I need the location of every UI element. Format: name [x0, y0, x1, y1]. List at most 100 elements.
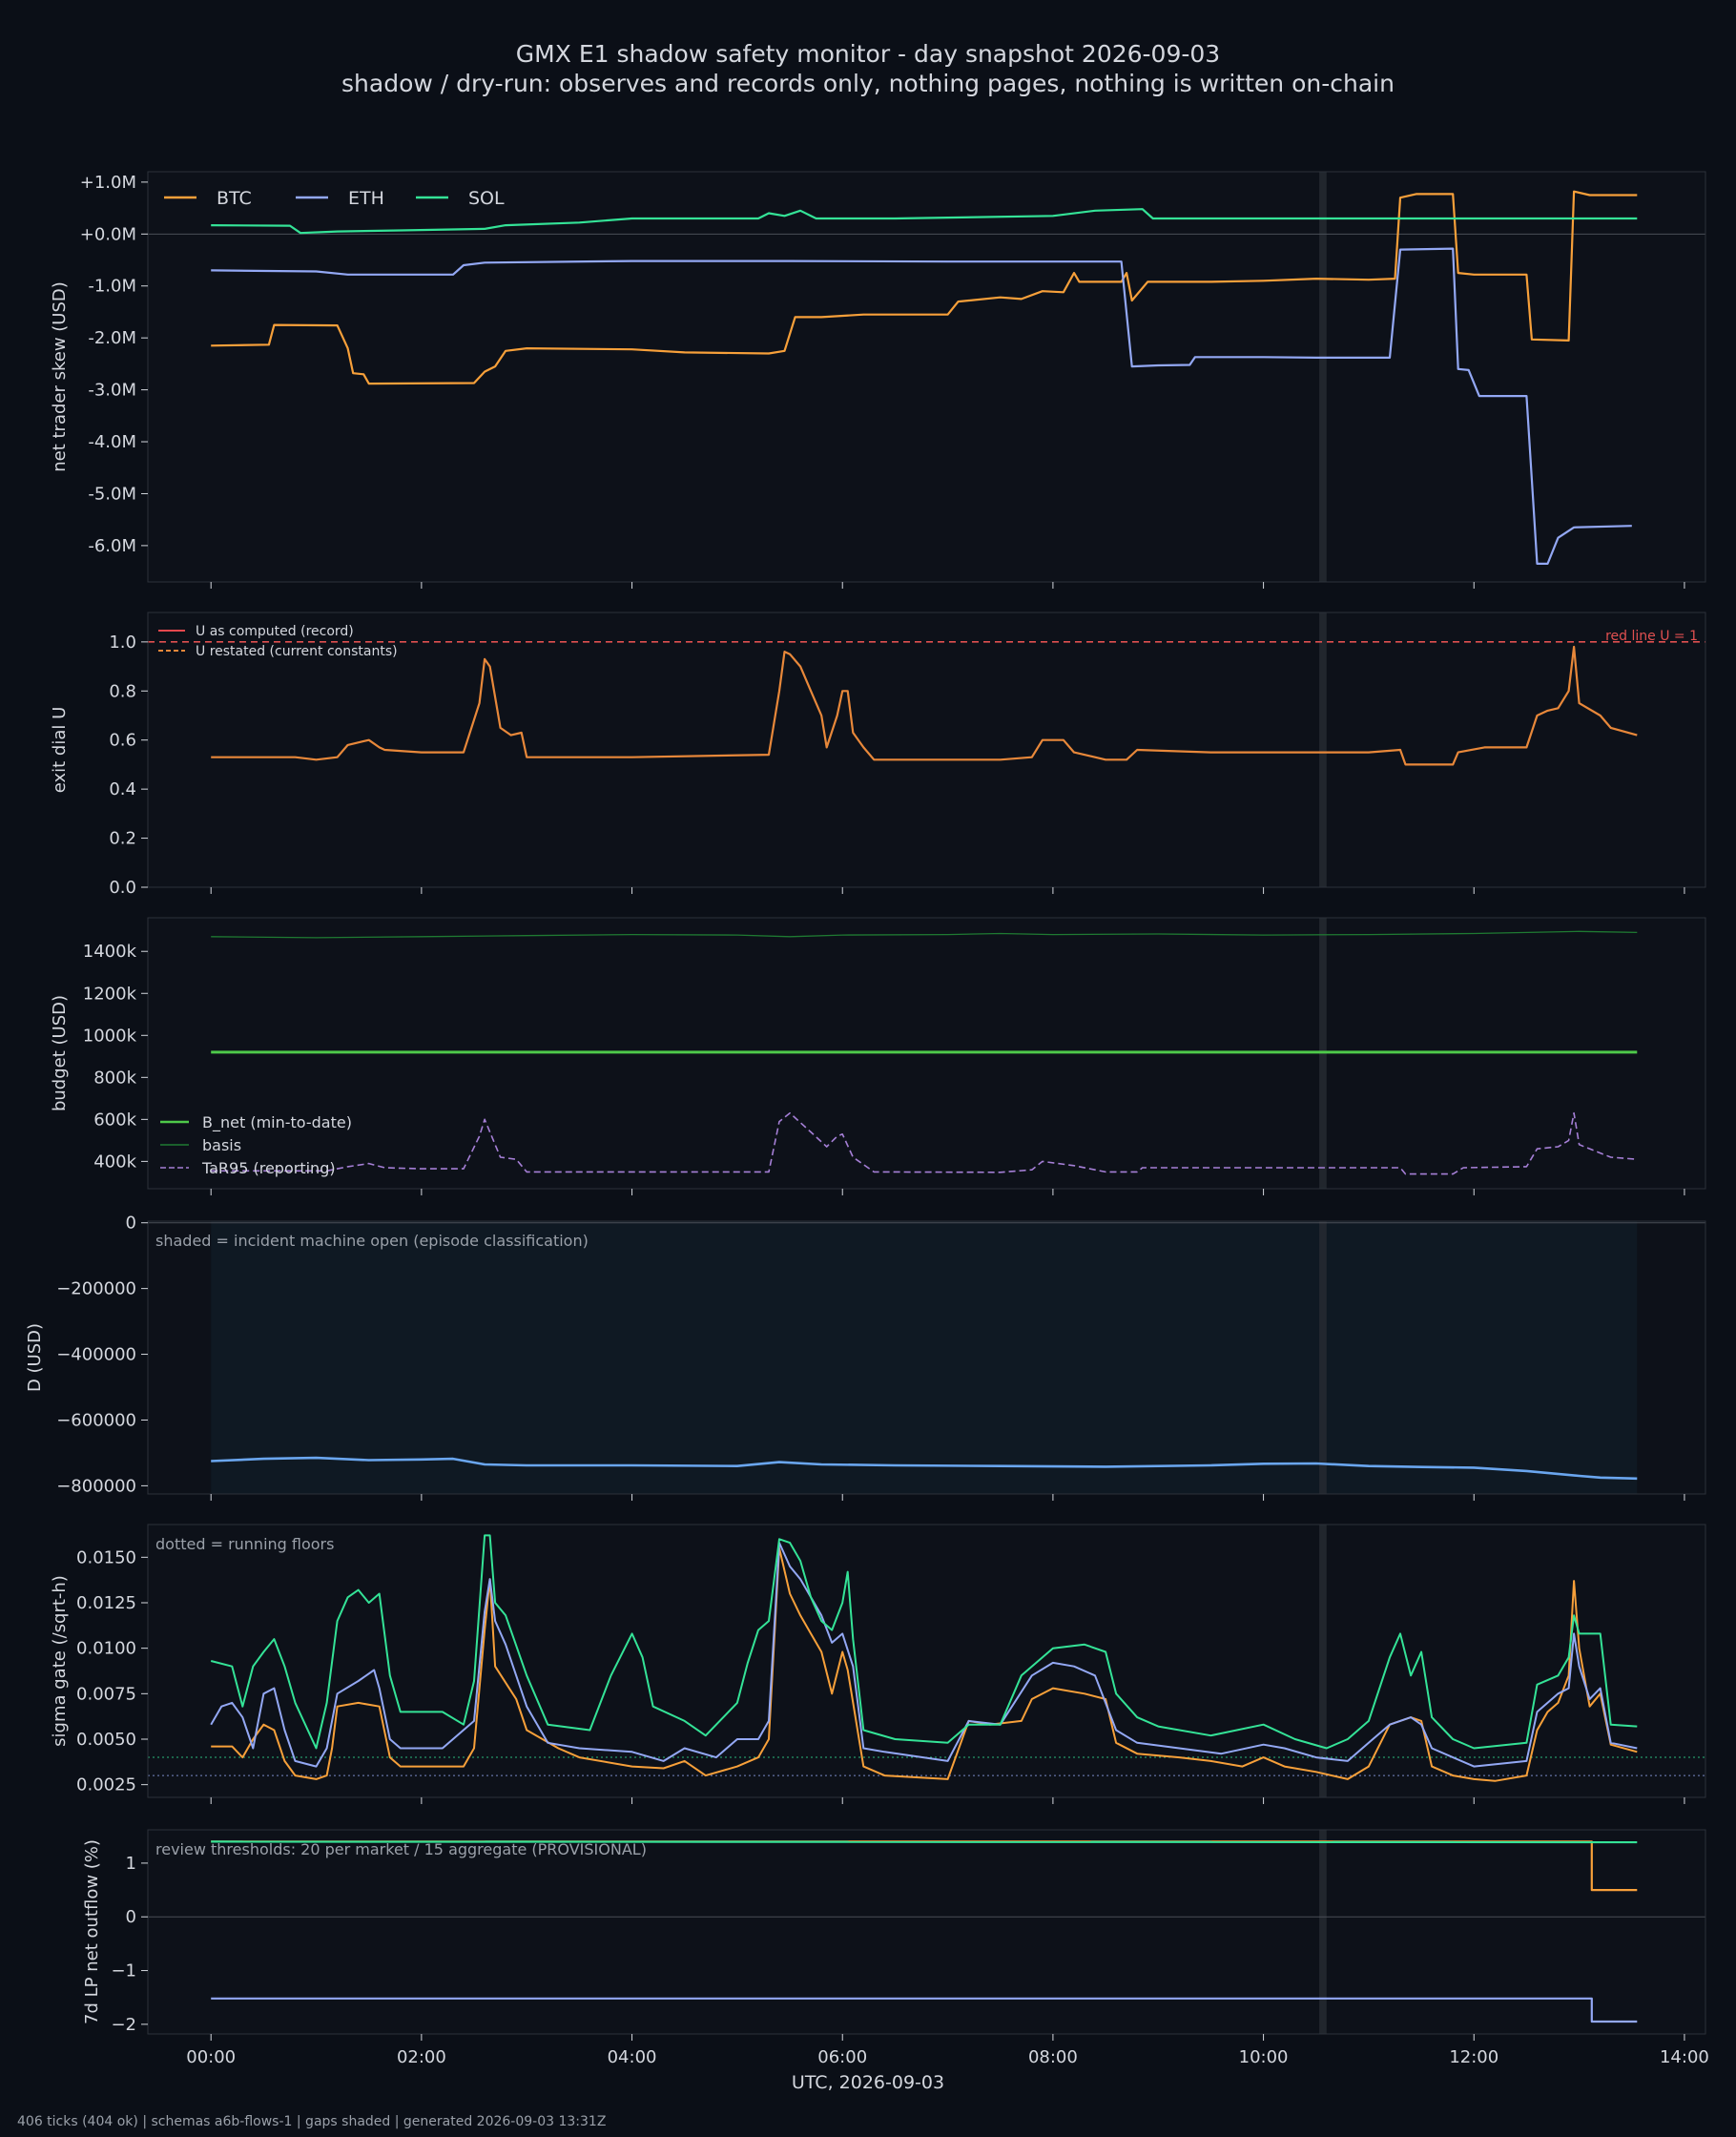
y-tick-label: 1000k — [83, 1026, 137, 1046]
y-tick-label: 0.0100 — [76, 1639, 136, 1659]
figure-subtitle: shadow / dry-run: observes and records o… — [341, 70, 1395, 97]
x-tick-label: 00:00 — [186, 2047, 236, 2067]
chart-panel-5: −2 −1 0 1 7d LP net outflow (%) review thresh… — [82, 1829, 1706, 2041]
y-tick-label: −2 — [111, 2015, 136, 2035]
panel-border — [147, 171, 1706, 583]
y-axis-label: 7d LP net outflow (%) — [82, 1839, 102, 2024]
incident-shading — [211, 1221, 1638, 1494]
series-line-d — [211, 1456, 1638, 1481]
panel-note: review thresholds: 20 per market / 15 ag… — [155, 1840, 647, 1858]
legend-label: BTC — [217, 188, 252, 209]
legend-label: SOL — [468, 188, 505, 209]
series-line-btc — [211, 190, 1638, 385]
y-tick-label: -6.0M — [88, 536, 136, 556]
gap-shading — [1319, 172, 1327, 582]
series-line-btc — [211, 1546, 1638, 1782]
y-tick-label: 1200k — [83, 984, 137, 1004]
panel-border — [147, 1829, 1706, 2035]
gap-shading — [1319, 612, 1327, 887]
figure-title: GMX E1 shadow safety monitor - day snaps… — [516, 40, 1220, 68]
y-tick-label: 0.0075 — [76, 1684, 136, 1704]
y-tick-label: +1.0M — [80, 173, 136, 193]
y-tick-label: −1 — [111, 1961, 136, 1981]
red-line-label: red line U = 1 — [1605, 629, 1698, 644]
series-line-eth — [210, 1542, 1638, 1768]
series-line-basis — [211, 930, 1638, 939]
y-tick-label: -1.0M — [88, 277, 136, 297]
y-axis-label: exit dial U — [50, 707, 70, 794]
y-axis-label: sigma gate (/sqrt-h) — [50, 1575, 70, 1747]
panel-background — [148, 612, 1705, 887]
panel-border — [147, 917, 1706, 1190]
series-line-eth — [211, 1997, 1638, 2023]
y-tick-label: 0.0 — [109, 878, 136, 898]
y-tick-label: -5.0M — [88, 484, 136, 504]
chart-panel-3: 0 −200000 −400000 −600000 −800000 D (USD) shad… — [25, 1214, 1706, 1501]
panel-background — [148, 1830, 1705, 2034]
y-tick-label: +0.0M — [80, 224, 136, 244]
y-tick-label: 0.6 — [109, 731, 136, 751]
x-tick-label: 02:00 — [397, 2047, 446, 2067]
legend-label: basis — [202, 1136, 241, 1154]
series-line-sol — [210, 1534, 1638, 1750]
x-tick-label: 14:00 — [1660, 2047, 1709, 2067]
y-axis-label: net trader skew (USD) — [50, 281, 70, 472]
y-tick-label: -4.0M — [88, 432, 136, 452]
gap-shading — [1319, 1525, 1327, 1797]
y-tick-label: 0.0050 — [76, 1730, 136, 1750]
panel-note: shaded = incident machine open (episode … — [155, 1232, 589, 1250]
series-line-tar95 — [211, 1111, 1638, 1175]
y-tick-label: 0.2 — [109, 829, 136, 849]
panel-background — [148, 1525, 1705, 1797]
y-tick-label: 1 — [126, 1854, 136, 1874]
x-tick-label: 08:00 — [1028, 2047, 1078, 2067]
y-tick-label: −800000 — [56, 1476, 136, 1496]
chart-panel-2: 400k 600k 800k 1000k 1200k 1400k budget (USD) B… — [50, 917, 1706, 1195]
y-tick-label: 0.4 — [109, 779, 136, 799]
y-axis-label: budget (USD) — [50, 995, 70, 1111]
y-tick-label: -2.0M — [88, 328, 136, 348]
legend-label: U as computed (record) — [196, 624, 354, 639]
series-line-sol — [211, 208, 1638, 235]
footer-text: 406 ticks (404 ok) | schemas a6b-flows-1… — [17, 2114, 606, 2129]
y-axis-label: D (USD) — [25, 1323, 45, 1392]
y-tick-label: 800k — [93, 1068, 136, 1088]
y-tick-label: 1.0 — [109, 633, 136, 653]
y-tick-label: 0 — [126, 1214, 136, 1234]
legend-label: B_net (min-to-date) — [202, 1113, 352, 1132]
x-tick-label: 12:00 — [1449, 2047, 1498, 2067]
y-tick-label: 400k — [93, 1151, 136, 1172]
series-line-u_restated — [211, 645, 1638, 766]
x-tick-label: 04:00 — [608, 2047, 657, 2067]
chart-panel-0: +1.0M +0.0M -1.0M -2.0M -3.0M -4.0M -5.0M -6.0M… — [50, 171, 1706, 589]
panel-note: dotted = running floors — [155, 1535, 334, 1553]
x-axis-label: UTC, 2026-09-03 — [792, 2072, 944, 2093]
y-tick-label: 0.0125 — [76, 1593, 136, 1613]
legend-label: ETH — [348, 188, 384, 209]
x-tick-label: 06:00 — [817, 2047, 867, 2067]
y-tick-label: 0 — [126, 1907, 136, 1927]
y-tick-label: −600000 — [56, 1410, 136, 1430]
series-line-sol — [211, 1840, 1638, 1844]
panel-border — [147, 1220, 1706, 1495]
y-tick-label: 0.8 — [109, 681, 136, 701]
y-tick-label: −200000 — [56, 1279, 136, 1299]
panels: +1.0M +0.0M -1.0M -2.0M -3.0M -4.0M -5.0M -6.0M… — [25, 171, 1709, 2067]
y-tick-label: 1400k — [83, 942, 137, 962]
panel-background — [148, 172, 1705, 582]
chart-panel-4: 0.0025 0.0050 0.0075 0.0100 0.0125 0.0150 sigm… — [50, 1524, 1706, 1804]
legend-label: TaR95 (reporting) — [201, 1159, 336, 1177]
y-tick-label: −400000 — [56, 1345, 136, 1365]
x-tick-label: 10:00 — [1239, 2047, 1289, 2067]
legend-label: U restated (current constants) — [196, 644, 398, 659]
gap-shading — [1319, 1830, 1327, 2034]
y-tick-label: 0.0025 — [76, 1775, 136, 1795]
panel-border — [147, 612, 1706, 888]
y-tick-label: 0.0150 — [76, 1547, 136, 1567]
y-tick-label: 600k — [93, 1110, 136, 1130]
panel-border — [147, 1524, 1706, 1798]
y-tick-label: -3.0M — [88, 381, 136, 401]
gap-shading — [1319, 1221, 1327, 1494]
series-line-eth — [211, 247, 1632, 566]
